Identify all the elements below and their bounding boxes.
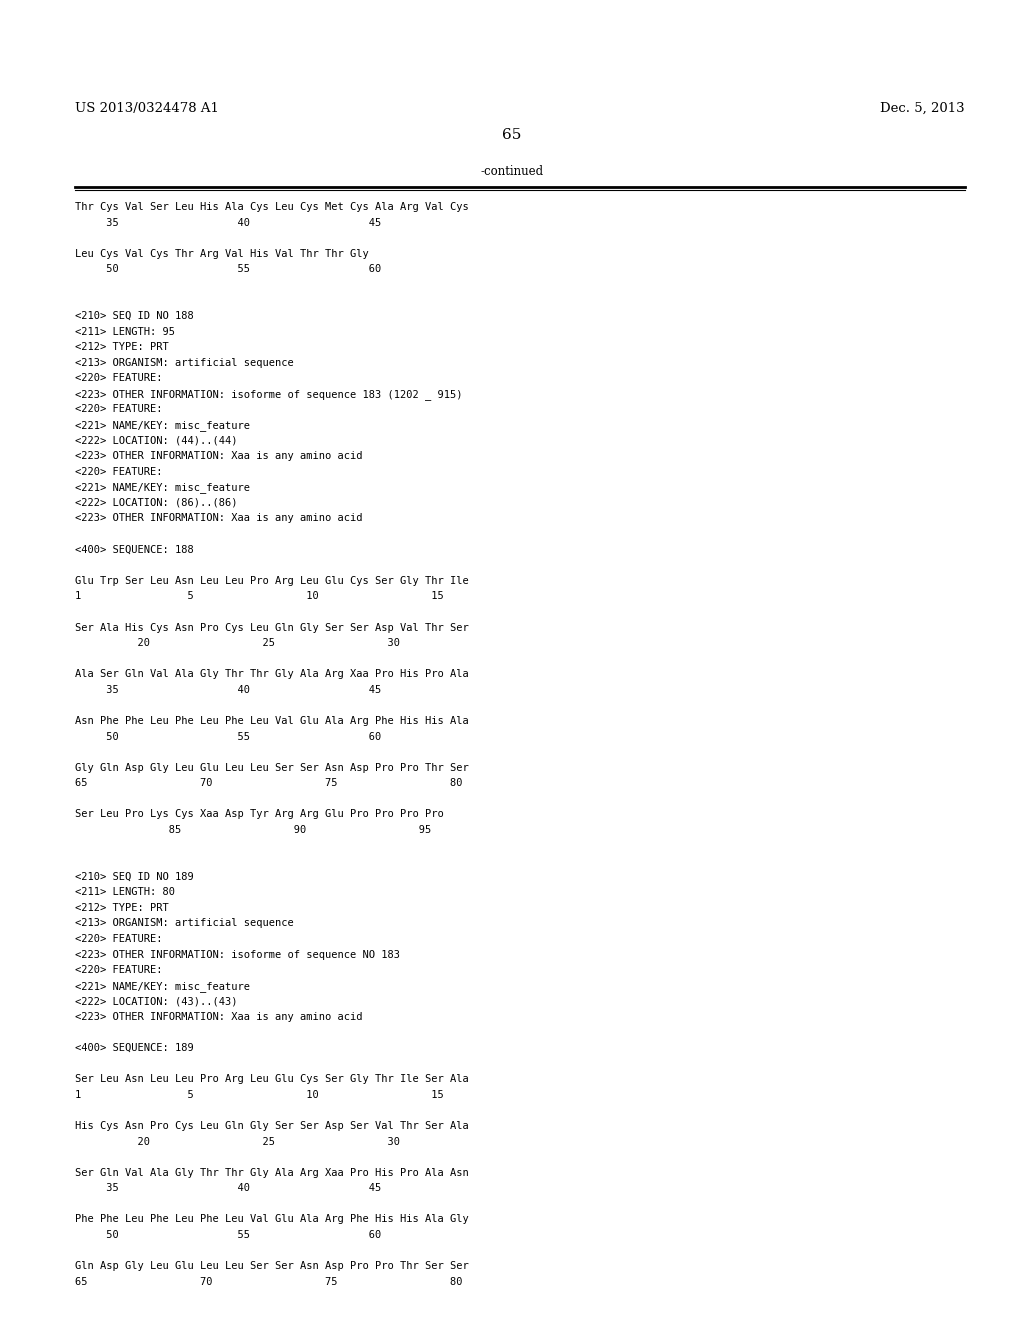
Text: Ser Leu Asn Leu Leu Pro Arg Leu Glu Cys Ser Gly Thr Ile Ser Ala: Ser Leu Asn Leu Leu Pro Arg Leu Glu Cys … [75,1074,469,1084]
Text: <220> FEATURE:: <220> FEATURE: [75,374,162,383]
Text: <220> FEATURE:: <220> FEATURE: [75,965,162,975]
Text: Glu Trp Ser Leu Asn Leu Leu Pro Arg Leu Glu Cys Ser Gly Thr Ile: Glu Trp Ser Leu Asn Leu Leu Pro Arg Leu … [75,576,469,586]
Text: Phe Phe Leu Phe Leu Phe Leu Val Glu Ala Arg Phe His His Ala Gly: Phe Phe Leu Phe Leu Phe Leu Val Glu Ala … [75,1214,469,1225]
Text: Thr Cys Val Ser Leu His Ala Cys Leu Cys Met Cys Ala Arg Val Cys: Thr Cys Val Ser Leu His Ala Cys Leu Cys … [75,202,469,213]
Text: 50                   55                   60: 50 55 60 [75,1230,381,1239]
Text: Leu Cys Val Cys Thr Arg Val His Val Thr Thr Gly: Leu Cys Val Cys Thr Arg Val His Val Thr … [75,248,369,259]
Text: 35                   40                   45: 35 40 45 [75,685,381,694]
Text: <220> FEATURE:: <220> FEATURE: [75,467,162,477]
Text: Ser Ala His Cys Asn Pro Cys Leu Gln Gly Ser Ser Asp Val Thr Ser: Ser Ala His Cys Asn Pro Cys Leu Gln Gly … [75,623,469,632]
Text: 35                   40                   45: 35 40 45 [75,218,381,227]
Text: His Cys Asn Pro Cys Leu Gln Gly Ser Ser Asp Ser Val Thr Ser Ala: His Cys Asn Pro Cys Leu Gln Gly Ser Ser … [75,1121,469,1131]
Text: <221> NAME/KEY: misc_feature: <221> NAME/KEY: misc_feature [75,482,250,494]
Text: 50                   55                   60: 50 55 60 [75,731,381,742]
Text: <222> LOCATION: (44)..(44): <222> LOCATION: (44)..(44) [75,436,238,446]
Text: Gly Gln Asp Gly Leu Glu Leu Leu Ser Ser Asn Asp Pro Pro Thr Ser: Gly Gln Asp Gly Leu Glu Leu Leu Ser Ser … [75,763,469,772]
Text: <211> LENGTH: 80: <211> LENGTH: 80 [75,887,175,898]
Text: Dec. 5, 2013: Dec. 5, 2013 [880,102,965,115]
Text: <400> SEQUENCE: 188: <400> SEQUENCE: 188 [75,545,194,554]
Text: <223> OTHER INFORMATION: isoforme of sequence NO 183: <223> OTHER INFORMATION: isoforme of seq… [75,949,399,960]
Text: <221> NAME/KEY: misc_feature: <221> NAME/KEY: misc_feature [75,420,250,430]
Text: 65: 65 [503,128,521,141]
Text: <223> OTHER INFORMATION: Xaa is any amino acid: <223> OTHER INFORMATION: Xaa is any amin… [75,513,362,524]
Text: <212> TYPE: PRT: <212> TYPE: PRT [75,903,169,913]
Text: 20                  25                  30: 20 25 30 [75,1137,399,1147]
Text: <210> SEQ ID NO 189: <210> SEQ ID NO 189 [75,871,194,882]
Text: Asn Phe Phe Leu Phe Leu Phe Leu Val Glu Ala Arg Phe His His Ala: Asn Phe Phe Leu Phe Leu Phe Leu Val Glu … [75,715,469,726]
Text: 65                  70                  75                  80: 65 70 75 80 [75,1276,462,1287]
Text: 20                  25                  30: 20 25 30 [75,638,399,648]
Text: <222> LOCATION: (43)..(43): <222> LOCATION: (43)..(43) [75,997,238,1006]
Text: <212> TYPE: PRT: <212> TYPE: PRT [75,342,169,352]
Text: <223> OTHER INFORMATION: Xaa is any amino acid: <223> OTHER INFORMATION: Xaa is any amin… [75,451,362,461]
Text: <223> OTHER INFORMATION: Xaa is any amino acid: <223> OTHER INFORMATION: Xaa is any amin… [75,1012,362,1022]
Text: <213> ORGANISM: artificial sequence: <213> ORGANISM: artificial sequence [75,919,294,928]
Text: <211> LENGTH: 95: <211> LENGTH: 95 [75,326,175,337]
Text: <220> FEATURE:: <220> FEATURE: [75,404,162,414]
Text: 1                 5                  10                  15: 1 5 10 15 [75,1090,443,1100]
Text: <400> SEQUENCE: 189: <400> SEQUENCE: 189 [75,1043,194,1053]
Text: 85                  90                  95: 85 90 95 [75,825,431,836]
Text: Ala Ser Gln Val Ala Gly Thr Thr Gly Ala Arg Xaa Pro His Pro Ala: Ala Ser Gln Val Ala Gly Thr Thr Gly Ala … [75,669,469,680]
Text: 65                  70                  75                  80: 65 70 75 80 [75,779,462,788]
Text: <210> SEQ ID NO 188: <210> SEQ ID NO 188 [75,312,194,321]
Text: US 2013/0324478 A1: US 2013/0324478 A1 [75,102,219,115]
Text: <220> FEATURE:: <220> FEATURE: [75,935,162,944]
Text: <221> NAME/KEY: misc_feature: <221> NAME/KEY: misc_feature [75,981,250,991]
Text: <213> ORGANISM: artificial sequence: <213> ORGANISM: artificial sequence [75,358,294,368]
Text: <222> LOCATION: (86)..(86): <222> LOCATION: (86)..(86) [75,498,238,508]
Text: <223> OTHER INFORMATION: isoforme of sequence 183 (1202 _ 915): <223> OTHER INFORMATION: isoforme of seq… [75,389,462,400]
Text: Gln Asp Gly Leu Glu Leu Leu Ser Ser Asn Asp Pro Pro Thr Ser Ser: Gln Asp Gly Leu Glu Leu Leu Ser Ser Asn … [75,1261,469,1271]
Text: 35                   40                   45: 35 40 45 [75,1183,381,1193]
Text: 1                 5                  10                  15: 1 5 10 15 [75,591,443,602]
Text: 50                   55                   60: 50 55 60 [75,264,381,275]
Text: Ser Leu Pro Lys Cys Xaa Asp Tyr Arg Arg Glu Pro Pro Pro Pro: Ser Leu Pro Lys Cys Xaa Asp Tyr Arg Arg … [75,809,443,820]
Text: Ser Gln Val Ala Gly Thr Thr Gly Ala Arg Xaa Pro His Pro Ala Asn: Ser Gln Val Ala Gly Thr Thr Gly Ala Arg … [75,1168,469,1177]
Text: -continued: -continued [480,165,544,178]
